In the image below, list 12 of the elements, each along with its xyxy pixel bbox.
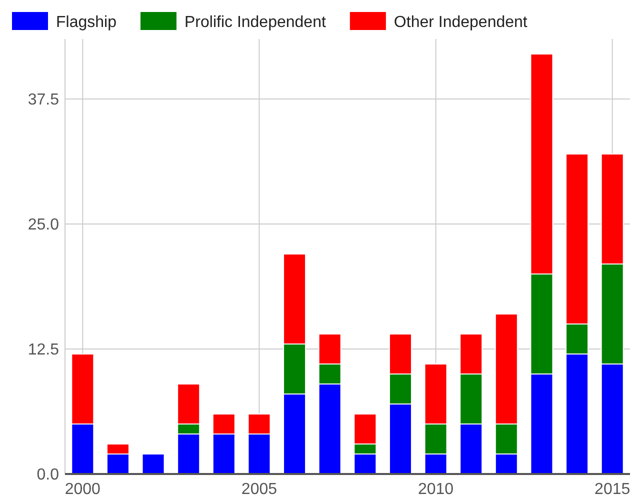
legend-label: Prolific Independent bbox=[184, 14, 326, 31]
y-tick-label: 25.0 bbox=[28, 216, 60, 234]
legend-label: Other Independent bbox=[394, 14, 528, 31]
legend-label: Flagship bbox=[56, 14, 117, 31]
x-tick-label: 2005 bbox=[241, 481, 278, 498]
y-tick-label: 12.5 bbox=[28, 342, 60, 359]
x-tick-label: 2000 bbox=[64, 481, 101, 498]
x-tick-label: 2015 bbox=[594, 481, 630, 498]
y-tick-label: 0.0 bbox=[36, 466, 60, 484]
x-tick-label: 2010 bbox=[418, 481, 454, 498]
y-tick-label: 37.5 bbox=[28, 92, 60, 109]
bar bbox=[142, 454, 165, 474]
